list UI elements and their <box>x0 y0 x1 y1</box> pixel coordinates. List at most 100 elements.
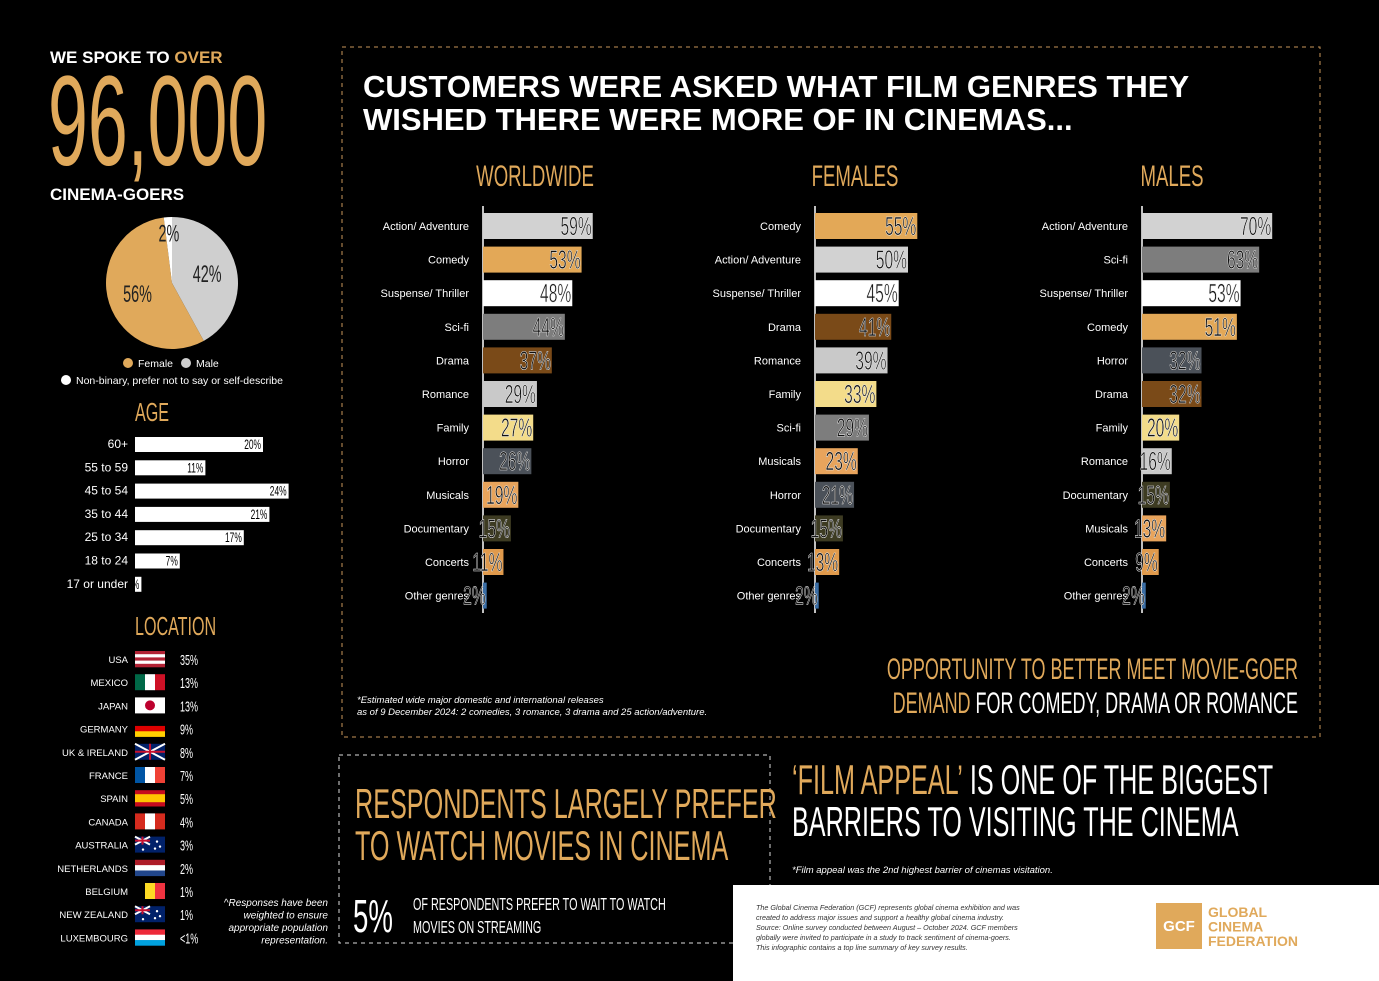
location-note: ^Responses have been <box>224 898 329 909</box>
intro-subject: CINEMA-GOERS <box>50 185 184 204</box>
legend-label: Male <box>196 358 219 370</box>
flag <box>135 651 165 668</box>
genre-label: Family <box>1096 423 1129 435</box>
genre-label: Concerts <box>757 557 802 569</box>
age-value: 1% <box>127 578 139 593</box>
flag-star <box>141 918 145 921</box>
flag-star <box>158 845 162 848</box>
conclusion-line: DEMAND FOR COMEDY, DRAMA OR ROMANCE <box>893 688 1298 721</box>
conclusion-line: OPPORTUNITY TO BETTER MEET MOVIE-GOER <box>887 654 1298 687</box>
genre-value: 26% <box>499 447 530 476</box>
genre-label: Documentary <box>404 523 470 535</box>
genre-bar <box>815 246 908 273</box>
genre-value: 37% <box>520 346 551 375</box>
location-share: 35% <box>180 652 198 669</box>
genre-value: 15% <box>1138 481 1169 510</box>
genre-value: 32% <box>1169 346 1200 375</box>
location-share: 13% <box>180 675 198 692</box>
flag-star <box>153 917 157 920</box>
genre-label: Comedy <box>428 255 469 267</box>
streaming-text: OF RESPONDENTS PREFER TO WAIT TO WATCH <box>413 895 666 914</box>
flag-stripe <box>135 790 165 795</box>
genre-bar <box>1142 549 1159 575</box>
flag-star <box>155 910 159 913</box>
flag-stripe <box>135 798 165 803</box>
flag <box>135 883 165 899</box>
genre-label: Sci-fi <box>777 423 801 435</box>
age-bar <box>135 576 142 592</box>
flag-stripe <box>135 767 145 783</box>
genre-label: Horror <box>1097 355 1129 367</box>
genre-bar <box>483 381 537 407</box>
genre-bar <box>815 549 840 575</box>
genre-label: Suspense/ Thriller <box>381 288 470 300</box>
genre-value: 27% <box>501 414 532 443</box>
genre-bar <box>1142 246 1260 273</box>
location-share: 9% <box>180 721 193 738</box>
genre-bar <box>483 448 532 475</box>
genre-value: 13% <box>1134 514 1165 543</box>
org-name: FEDERATION <box>1208 933 1298 949</box>
flag <box>134 742 166 761</box>
flag <box>135 767 165 783</box>
flag-star <box>158 915 162 918</box>
age-label: 45 to 54 <box>85 484 129 498</box>
genre-value: 20% <box>1147 414 1178 443</box>
genres-footnote: *Estimated wide major domestic and inter… <box>357 695 604 706</box>
streaming-share: 5% <box>353 892 393 943</box>
genre-label: Family <box>769 389 802 401</box>
location-share: 3% <box>180 837 193 854</box>
genre-value: 51% <box>1205 313 1236 342</box>
flag <box>135 859 165 877</box>
location-share: 4% <box>180 814 193 831</box>
film-appeal-line: ‘FILM APPEAL’ IS ONE OF THE BIGGEST <box>792 758 1273 804</box>
genre-bar <box>815 313 892 340</box>
location-share: 2% <box>180 860 193 877</box>
genre-bar <box>483 414 534 441</box>
flag-stripe <box>145 767 155 783</box>
flag-stripe <box>135 870 165 877</box>
genre-value: 50% <box>876 246 907 275</box>
flag-stripe <box>135 725 165 732</box>
genre-value: 53% <box>1208 279 1239 308</box>
flag-stripe <box>145 883 155 899</box>
flag-stripe <box>135 940 165 946</box>
pie-slice <box>172 217 238 341</box>
genre-label: Sci-fi <box>1104 255 1128 267</box>
streaming-frame <box>338 754 771 944</box>
genre-value: 16% <box>1140 447 1171 476</box>
flag-stripe <box>135 720 165 727</box>
org-name: CINEMA <box>1208 919 1263 935</box>
flag-stripe <box>135 660 165 665</box>
age-label: 35 to 44 <box>85 507 129 521</box>
age-bar <box>135 460 206 476</box>
location-country: NEW ZEALAND <box>59 910 128 921</box>
intro-count: 96,000 <box>48 49 267 192</box>
genre-label: Other genres <box>405 591 470 603</box>
streaming-text: MOVIES ON STREAMING <box>413 918 541 937</box>
flag-cross <box>135 836 150 845</box>
age-bar <box>135 437 263 452</box>
panel-title: MALES <box>1140 160 1203 194</box>
genre-value: 9% <box>1135 548 1158 577</box>
genre-label: Family <box>437 423 470 435</box>
genre-label: Musicals <box>426 490 469 502</box>
genre-label: Horror <box>438 456 470 468</box>
location-country: SPAIN <box>100 794 128 805</box>
genre-label: Suspense/ Thriller <box>713 288 802 300</box>
film-appeal-accent: ‘FILM APPEAL’ <box>792 758 963 804</box>
genre-label: Action/ Adventure <box>383 221 469 233</box>
genre-value: 2% <box>795 582 818 611</box>
flag <box>134 835 165 853</box>
genres-title: WISHED THERE WERE MORE OF IN CINEMAS... <box>363 102 1073 137</box>
location-title: LOCATION <box>135 611 216 641</box>
legend-label: Female <box>138 358 173 370</box>
genre-bar <box>483 280 573 307</box>
flag <box>135 674 165 691</box>
genre-bar <box>1142 381 1202 407</box>
film-appeal-note: *Film appeal was the 2nd highest barrier… <box>792 865 1053 876</box>
flag-stripe <box>155 767 165 783</box>
film-appeal-text: IS ONE OF THE BIGGEST <box>970 758 1273 804</box>
genre-value: 19% <box>486 481 517 510</box>
